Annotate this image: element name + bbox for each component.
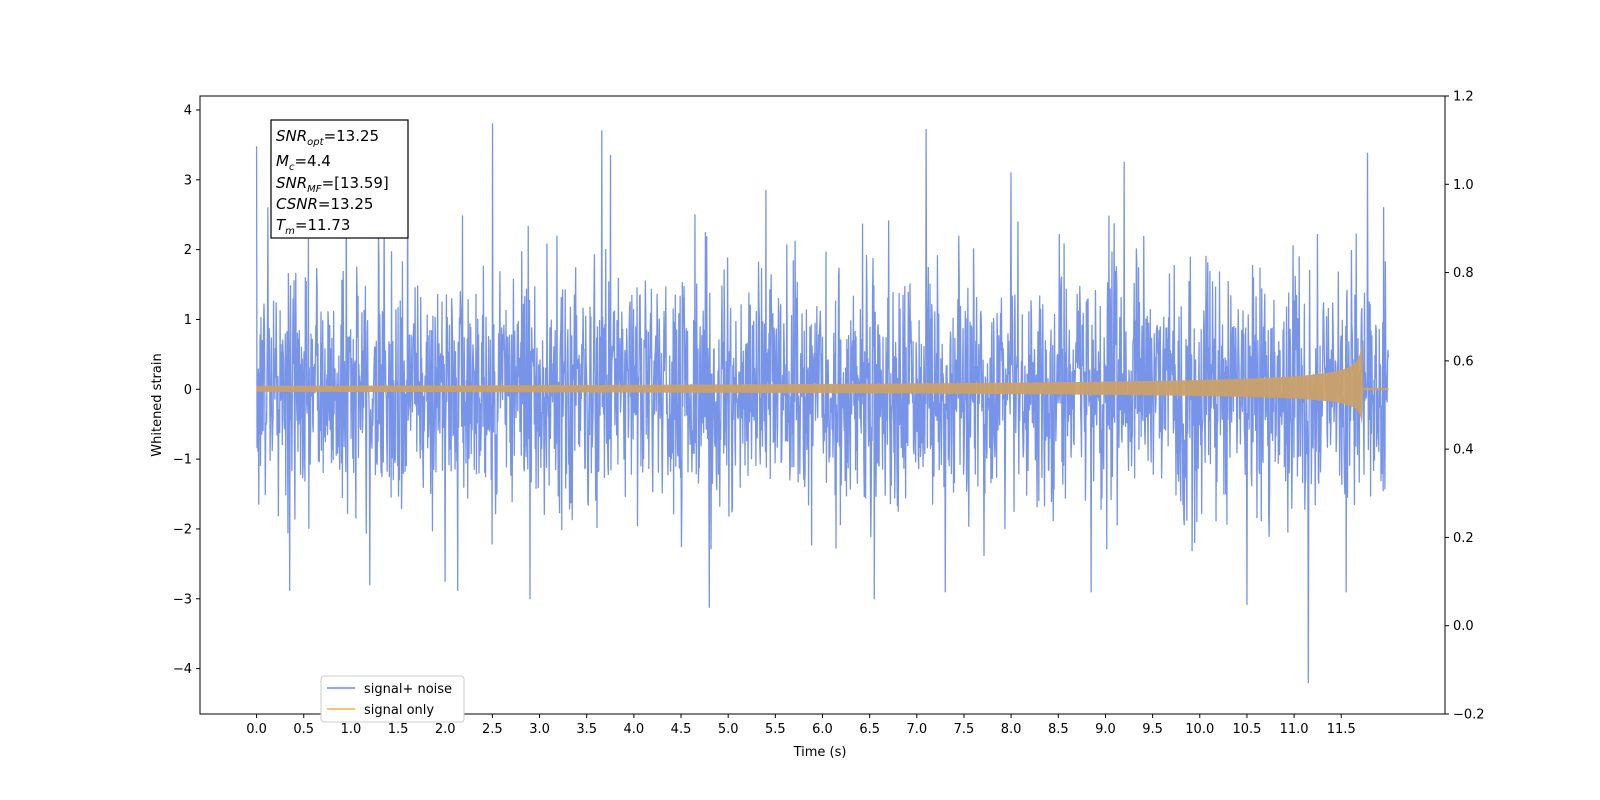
y-tick-label: −2 [173, 522, 192, 537]
x-tick-label: 7.0 [906, 722, 927, 737]
y-tick-label: 4 [184, 103, 192, 118]
x-tick-label: 3.0 [529, 722, 550, 737]
x-tick-label: 5.5 [765, 722, 786, 737]
y-axis-ticks: 4 3 2 1 0 −1 −2 −3 −4 [173, 103, 200, 677]
right-y-axis-ticks: 1.2 1.0 0.8 0.6 0.4 0.2 0.0 −0.2 [1445, 90, 1485, 723]
legend: signal+ noise signal only [320, 675, 465, 723]
info-box: SNRopt=13.25 Mc=4.4 SNRMF=[13.59] CSNR=1… [270, 119, 409, 239]
x-tick-label: 2.5 [482, 722, 503, 737]
x-tick-label: 5.0 [718, 722, 739, 737]
right-y-tick-label: 0.2 [1453, 531, 1474, 546]
right-y-tick-label: 1.0 [1453, 178, 1474, 193]
x-tick-label: 8.5 [1048, 722, 1069, 737]
x-axis-ticks: 0.0 0.5 1.0 1.5 2.0 2.5 3.0 3.5 4.0 4.5 5.0 5.5 6.0 6… [246, 714, 1356, 737]
x-tick-label: 4.0 [624, 722, 645, 737]
right-y-tick-label: 0.8 [1453, 266, 1474, 281]
x-tick-label: 1.5 [388, 722, 409, 737]
y-tick-label: 2 [184, 243, 192, 258]
x-tick-label: 3.5 [576, 722, 597, 737]
info-mc: Mc=4.4 [276, 152, 331, 173]
x-tick-label: 9.0 [1095, 722, 1116, 737]
x-tick-label: 0.0 [246, 722, 267, 737]
x-tick-label: 1.0 [341, 722, 362, 737]
x-tick-label: 0.5 [293, 722, 314, 737]
x-tick-label: 6.5 [859, 722, 880, 737]
info-tm: Tm=11.73 [276, 216, 350, 237]
info-csnr: CSNR=13.25 [276, 195, 373, 213]
right-y-tick-label: 0.0 [1453, 619, 1474, 634]
y-tick-label: 0 [184, 383, 192, 398]
y-tick-label: 3 [184, 173, 192, 188]
legend-label-signal-plus-noise: signal+ noise [364, 682, 452, 697]
y-tick-label: 1 [184, 313, 192, 328]
x-axis-label: Time (s) [793, 745, 847, 760]
right-y-tick-label: 0.4 [1453, 443, 1474, 458]
x-tick-label: 11.5 [1327, 722, 1356, 737]
legend-label-signal-only: signal only [364, 703, 434, 718]
y-tick-label: −1 [173, 453, 192, 468]
info-snr-mf: SNRMF=[13.59] [276, 174, 389, 195]
right-y-tick-label: 0.6 [1453, 354, 1474, 369]
right-y-tick-label: 1.2 [1453, 90, 1474, 105]
y-tick-label: −3 [173, 592, 192, 607]
y-axis-label: Whitened strain [150, 353, 165, 456]
x-tick-label: 7.5 [954, 722, 975, 737]
x-tick-label: 9.5 [1142, 722, 1163, 737]
x-tick-label: 10.5 [1232, 722, 1261, 737]
x-tick-label: 11.0 [1280, 722, 1309, 737]
series-signal-only-envelope [256, 339, 1389, 426]
x-tick-label: 6.0 [812, 722, 833, 737]
right-y-tick-label: −0.2 [1453, 708, 1485, 723]
x-tick-label: 2.0 [435, 722, 456, 737]
x-tick-label: 8.0 [1001, 722, 1022, 737]
info-snr-opt: SNRopt=13.25 [276, 127, 379, 148]
series-signal-plus-noise [255, 123, 1390, 684]
y-tick-label: −4 [173, 662, 192, 677]
x-tick-label: 10.0 [1185, 722, 1214, 737]
x-tick-label: 4.5 [671, 722, 692, 737]
